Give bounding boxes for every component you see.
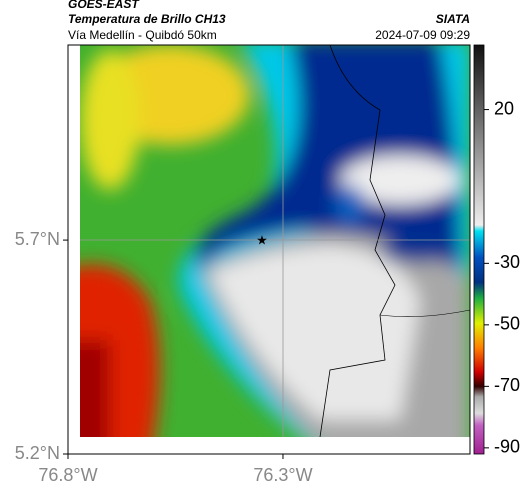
- credit: SIATA: [436, 12, 470, 26]
- colorbar-tick-label: 20: [494, 98, 514, 118]
- y-tick-label: 5.7°N: [15, 229, 60, 249]
- source: GOES-EAST: [68, 0, 140, 11]
- timestamp: 2024-07-09 09:29: [375, 28, 470, 42]
- colorbar-tick-label: -90: [494, 437, 520, 457]
- title: Temperatura de Brillo CH13: [68, 12, 226, 26]
- y-tick-label: 5.2°N: [15, 443, 60, 463]
- x-tick-label: 76.3°W: [253, 465, 312, 485]
- colorbar-tick-label: -50: [494, 314, 520, 334]
- colorbar-tick-label: -30: [494, 252, 520, 272]
- colorbar: [473, 44, 485, 455]
- station-marker: ★: [256, 232, 268, 247]
- colorbar-tick-label: -70: [494, 375, 520, 395]
- subtitle: Vía Medellín - Quibdó 50km: [68, 28, 217, 42]
- satellite-image: ★: [80, 45, 470, 437]
- map-frame: [67, 44, 471, 455]
- x-tick-label: 76.8°W: [38, 465, 97, 485]
